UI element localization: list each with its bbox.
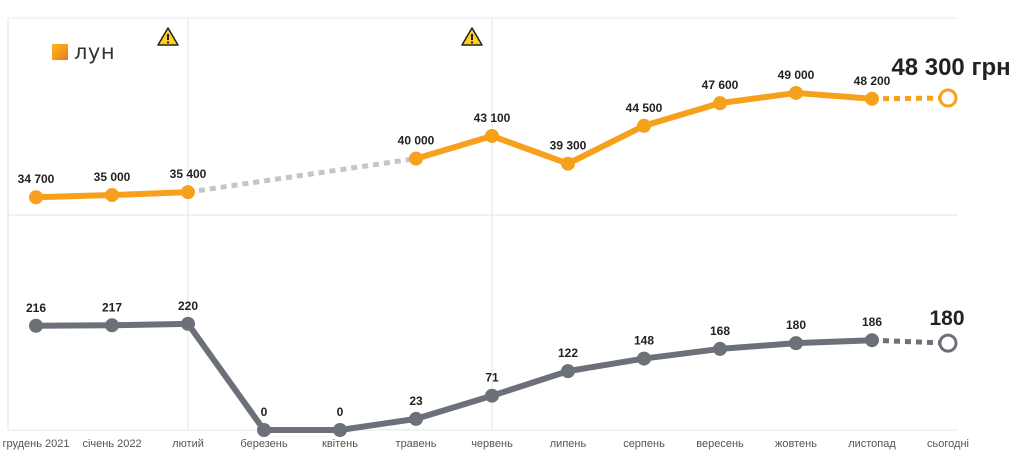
data-point bbox=[333, 423, 347, 437]
data-point bbox=[105, 318, 119, 333]
data-label: 148 bbox=[634, 334, 654, 348]
current-value-label: 48 300 грн bbox=[891, 54, 1010, 81]
data-label: 186 bbox=[862, 315, 882, 329]
data-point bbox=[181, 185, 195, 200]
forecast-dashed-line bbox=[871, 337, 949, 346]
data-label: 180 bbox=[786, 318, 806, 332]
brand-name: лун bbox=[74, 40, 116, 64]
data-point bbox=[713, 341, 727, 356]
data-point bbox=[789, 336, 803, 351]
data-label: 39 300 bbox=[550, 139, 587, 153]
data-label: 23 bbox=[409, 394, 423, 408]
x-tick-label: червень bbox=[471, 438, 513, 450]
data-label: 47 600 bbox=[702, 78, 739, 92]
data-label: 216 bbox=[26, 301, 46, 315]
warning-icon-dot bbox=[470, 41, 474, 44]
x-tick-label: березень bbox=[240, 438, 287, 450]
data-point bbox=[561, 364, 575, 379]
data-label: 40 000 bbox=[398, 134, 435, 148]
x-tick-label: листопад bbox=[848, 438, 896, 450]
data-label: 35 000 bbox=[94, 170, 131, 184]
data-point-current bbox=[938, 88, 958, 108]
warning-icon-dot bbox=[166, 41, 170, 44]
data-point bbox=[105, 188, 119, 203]
data-point bbox=[29, 190, 43, 205]
gap-dashed-line bbox=[187, 156, 417, 195]
data-label: 48 200 bbox=[854, 74, 891, 88]
data-label: 43 100 bbox=[474, 111, 511, 125]
data-point bbox=[789, 85, 803, 100]
data-label: 220 bbox=[178, 299, 198, 313]
data-label: 71 bbox=[485, 371, 499, 385]
data-point bbox=[29, 318, 43, 333]
data-label: 44 500 bbox=[626, 101, 663, 115]
brand-logo: лун bbox=[52, 40, 115, 64]
current-value-label: 180 bbox=[929, 307, 964, 330]
x-tick-label: квітень bbox=[322, 438, 358, 450]
x-tick-label: сьогодні bbox=[927, 438, 969, 450]
x-tick-label: вересень bbox=[696, 438, 744, 450]
data-point-current bbox=[938, 333, 958, 353]
data-point bbox=[485, 388, 499, 403]
data-point bbox=[561, 156, 575, 171]
series-line bbox=[33, 320, 875, 433]
forecast-dashed-line bbox=[871, 95, 949, 102]
data-point bbox=[637, 351, 651, 366]
x-tick-label: жовтень bbox=[775, 438, 817, 450]
data-label: 0 bbox=[261, 405, 268, 419]
logo-square-icon bbox=[52, 44, 68, 60]
data-label: 34 700 bbox=[18, 172, 55, 186]
data-point bbox=[865, 333, 879, 348]
x-tick-label: травень bbox=[396, 438, 437, 450]
data-point bbox=[409, 151, 423, 166]
data-label: 168 bbox=[710, 324, 730, 338]
data-point bbox=[257, 423, 271, 437]
x-tick-label: серпень bbox=[623, 438, 665, 450]
data-point bbox=[485, 128, 499, 143]
x-tick-label: грудень 2021 bbox=[2, 438, 69, 450]
data-point bbox=[713, 96, 727, 111]
x-tick-label: січень 2022 bbox=[82, 438, 141, 450]
x-tick-label: липень bbox=[550, 438, 587, 450]
data-label: 122 bbox=[558, 346, 578, 360]
data-label: 35 400 bbox=[170, 167, 207, 181]
data-label: 217 bbox=[102, 300, 122, 314]
data-label: 0 bbox=[337, 405, 344, 419]
data-point bbox=[865, 91, 879, 106]
data-point bbox=[181, 316, 195, 331]
data-point bbox=[409, 411, 423, 426]
data-point bbox=[637, 118, 651, 133]
data-label: 49 000 bbox=[778, 68, 815, 82]
x-tick-label: лютий bbox=[172, 438, 204, 450]
